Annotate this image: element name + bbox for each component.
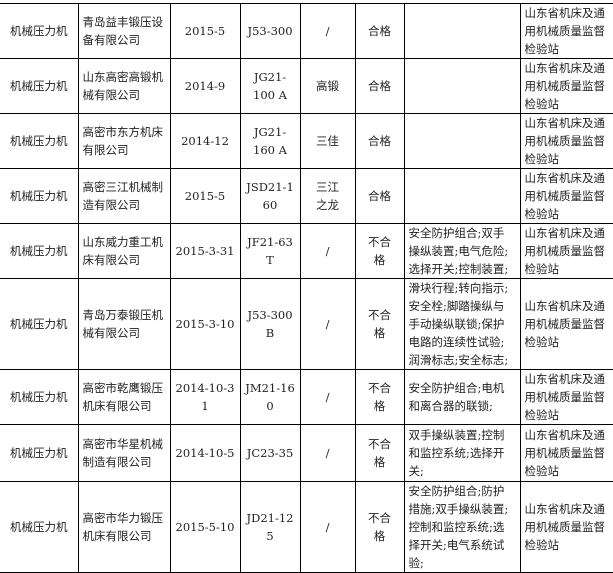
brand-cell: /	[299, 3, 356, 59]
inspection-org-cell: 山东省机床及通用机械质量监督检验站	[519, 481, 613, 573]
failed-items-cell: 滑块行程;转向指示;安全栓;脚踏操纵与手动操纵联锁;保护电路的连续性试验;润滑标…	[403, 278, 521, 370]
model-cell: JM21-160	[239, 369, 301, 425]
table-row: 机械压力机 高密三江机械制造有限公司 2015-5 JSD21-160 三江之龙 合格 山东…	[0, 168, 613, 224]
brand-cell: /	[299, 223, 356, 279]
company-cell: 青岛益丰锻压设备有限公司	[77, 3, 171, 59]
table-row: 机械压力机 青岛万泰锻压机械有限公司 2015-3-10 J53-300B / 不合格 滑块…	[0, 278, 613, 370]
failed-items-cell	[403, 113, 521, 169]
brand-cell: /	[299, 481, 356, 573]
product-name-cell: 机械压力机	[0, 168, 79, 224]
result-cell: 合格	[354, 3, 405, 59]
failed-items-cell: 安全防护组合;电机和离合器的联锁;	[403, 369, 521, 425]
production-date-cell: 2014-9	[169, 58, 241, 114]
company-cell: 高密市东方机床有限公司	[77, 113, 171, 169]
table-row: 机械压力机 高密市乾鹰锻压机床有限公司 2014-10-31 JM21-160/不合格…	[0, 369, 613, 425]
production-date-cell: 2014-10-31	[169, 369, 241, 425]
table-row: 机械压力机 山东威力重工机床有限公司 2015-3-31 JF21-63T / 不合格 安全…	[0, 223, 613, 279]
model-cell: JC23-35	[239, 424, 301, 482]
failed-items-cell: 安全防护组合;防护措施;双手操纵装置;控制和监控系统;选择开关;电气系统试验;	[403, 481, 521, 573]
brand-cell: 高锻	[299, 58, 356, 114]
company-cell: 高密市华力锻压机床有限公司	[77, 481, 171, 573]
failed-items-cell: 安全防护组合;双手操纵装置;电气危险;选择开关;控制装置;	[403, 223, 521, 279]
company-cell: 高密市华星机械制造有限公司	[77, 424, 171, 482]
brand-cell: 三江之龙	[299, 168, 356, 224]
result-cell: 合格	[354, 58, 405, 114]
table-row: 机械压力机 高密市华力锻压机床有限公司 2015-5-10 JD21-125/不合格安…	[0, 481, 613, 573]
inspection-org-cell: 山东省机床及通用机械质量监督检验站	[519, 168, 613, 224]
table-row: 机械压力机 青岛益丰锻压设备有限公司 2015-5 J53-300/合格 山东省机床及通…	[0, 3, 613, 59]
company-cell: 山东威力重工机床有限公司	[77, 223, 171, 279]
production-date-cell: 2015-5-10	[169, 481, 241, 573]
company-cell: 青岛万泰锻压机械有限公司	[77, 278, 171, 370]
model-cell: JD21-125	[239, 481, 301, 573]
inspection-results-table: 机械压力机 青岛益丰锻压设备有限公司 2015-5 J53-300/合格 山东省机床及通…	[0, 3, 613, 573]
result-cell: 不合格	[354, 424, 405, 482]
inspection-org-cell: 山东省机床及通用机械质量监督检验站	[519, 278, 613, 370]
model-cell: J53-300	[239, 3, 301, 59]
production-date-cell: 2015-3-10	[169, 278, 241, 370]
failed-items-cell	[403, 168, 521, 224]
company-cell: 山东高密高锻机械有限公司	[77, 58, 171, 114]
inspection-org-cell: 山东省机床及通用机械质量监督检验站	[519, 223, 613, 279]
model-cell: J53-300B	[239, 278, 301, 370]
model-cell: JG21-160 A	[239, 113, 301, 169]
production-date-cell: 2015-5	[169, 168, 241, 224]
brand-cell: /	[299, 278, 356, 370]
company-cell: 高密市乾鹰锻压机床有限公司	[77, 369, 171, 425]
product-name-cell: 机械压力机	[0, 369, 79, 425]
model-cell: JSD21-160	[239, 168, 301, 224]
inspection-org-cell: 山东省机床及通用机械质量监督检验站	[519, 113, 613, 169]
brand-cell: 三佳	[299, 113, 356, 169]
company-cell: 高密三江机械制造有限公司	[77, 168, 171, 224]
failed-items-cell	[403, 3, 521, 59]
table-row: 机械压力机 高密市华星机械制造有限公司 2014-10-5 JC23-35/不合格 双手…	[0, 424, 613, 482]
brand-cell: /	[299, 424, 356, 482]
result-cell: 不合格	[354, 278, 405, 370]
production-date-cell: 2014-12	[169, 113, 241, 169]
production-date-cell: 2015-5	[169, 3, 241, 59]
production-date-cell: 2014-10-5	[169, 424, 241, 482]
production-date-cell: 2015-3-31	[169, 223, 241, 279]
product-name-cell: 机械压力机	[0, 424, 79, 482]
failed-items-cell: 双手操纵装置;控制和监控系统;选择开关;	[403, 424, 521, 482]
product-name-cell: 机械压力机	[0, 481, 79, 573]
result-cell: 不合格	[354, 223, 405, 279]
product-name-cell: 机械压力机	[0, 58, 79, 114]
model-cell: JG21-100 A	[239, 58, 301, 114]
table-row: 机械压力机 山东高密高锻机械有限公司 2014-9 JG21-100 A 高锻 合格 山东省…	[0, 58, 613, 114]
inspection-org-cell: 山东省机床及通用机械质量监督检验站	[519, 58, 613, 114]
failed-items-cell	[403, 58, 521, 114]
result-cell: 合格	[354, 113, 405, 169]
brand-cell: /	[299, 369, 356, 425]
model-cell: JF21-63T	[239, 223, 301, 279]
result-cell: 合格	[354, 168, 405, 224]
product-name-cell: 机械压力机	[0, 3, 79, 59]
result-cell: 不合格	[354, 369, 405, 425]
inspection-org-cell: 山东省机床及通用机械质量监督检验站	[519, 369, 613, 425]
table-row: 机械压力机 高密市东方机床有限公司 2014-12 JG21-160 A 三佳 合格 山东省…	[0, 113, 613, 169]
inspection-org-cell: 山东省机床及通用机械质量监督检验站	[519, 424, 613, 482]
result-cell: 不合格	[354, 481, 405, 573]
product-name-cell: 机械压力机	[0, 223, 79, 279]
product-name-cell: 机械压力机	[0, 113, 79, 169]
product-name-cell: 机械压力机	[0, 278, 79, 370]
inspection-org-cell: 山东省机床及通用机械质量监督检验站	[519, 3, 613, 59]
